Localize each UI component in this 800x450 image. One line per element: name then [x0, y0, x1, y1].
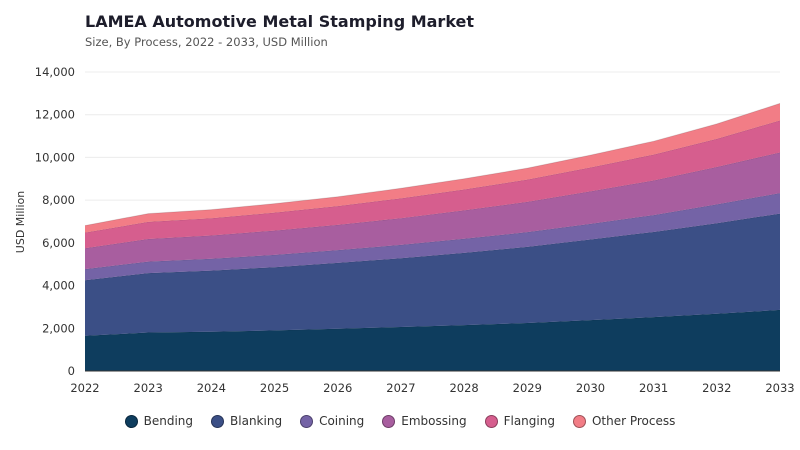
y-tick-label: 4,000 — [42, 279, 75, 293]
legend-swatch — [382, 414, 396, 428]
axes: 0 2,000 4,000 6,000 8,000 10,000 12,000 14,000 2… — [35, 65, 795, 395]
y-tick-label: 0 — [68, 364, 75, 378]
legend-label: Coining — [319, 414, 365, 428]
area-other-process — [85, 103, 780, 233]
x-tick-label: 2025 — [260, 381, 289, 395]
x-tick-label: 2024 — [197, 381, 226, 395]
y-tick-label: 2,000 — [42, 321, 75, 335]
x-tick-label: 2028 — [449, 381, 478, 395]
chart-title: LAMEA Automotive Metal Stamping Market — [85, 12, 475, 31]
legend-item-blanking[interactable]: Blanking — [211, 414, 282, 428]
legend-item-other-process[interactable]: Other Process — [572, 414, 676, 428]
area-bending — [85, 309, 780, 371]
legend-label: Blanking — [230, 414, 283, 428]
x-tick-label: 2023 — [134, 381, 163, 395]
y-tick-label: 14,000 — [35, 65, 75, 79]
chart-subtitle: Size, By Process, 2022 - 2033, USD Milli… — [85, 35, 328, 49]
area-flanging — [85, 120, 780, 249]
legend-label: Bending — [143, 414, 194, 428]
y-tick-label: 8,000 — [42, 193, 75, 207]
legend-label: Flanging — [503, 414, 555, 428]
legend-item-coining[interactable]: Coining — [300, 414, 364, 428]
y-axis-label: USD Million — [14, 191, 27, 253]
x-tick-label: 2032 — [702, 381, 731, 395]
x-tick-label: 2031 — [639, 381, 668, 395]
y-tick-label: 10,000 — [35, 150, 75, 164]
legend-item-bending[interactable]: Bending — [124, 414, 194, 428]
legend-label: Embossing — [401, 414, 467, 428]
area-blanking — [85, 213, 780, 336]
y-tick-label: 12,000 — [35, 108, 75, 122]
legend-item-flanging[interactable]: Flanging — [484, 414, 555, 428]
x-tick-label: 2027 — [386, 381, 415, 395]
legend-swatch — [572, 414, 586, 428]
series-edge-other-process — [84, 102, 781, 227]
legend-label: Other Process — [591, 414, 676, 428]
legend-swatch — [124, 414, 138, 428]
x-tick-label: 2033 — [765, 381, 794, 395]
legend-swatch — [484, 414, 498, 428]
y-tick-label: 6,000 — [42, 236, 75, 250]
x-tick-label: 2022 — [70, 381, 99, 395]
legend-item-embossing[interactable]: Embossing — [382, 414, 467, 428]
area-series — [84, 102, 781, 371]
legend: Bending Blanking Coining Embossing Flanging O… — [0, 414, 800, 428]
legend-swatch — [211, 414, 225, 428]
area-coining — [85, 193, 780, 281]
legend-swatch — [300, 414, 314, 428]
x-tick-label: 2029 — [513, 381, 542, 395]
area-embossing — [85, 152, 780, 270]
x-tick-label: 2030 — [576, 381, 605, 395]
x-tick-label: 2026 — [323, 381, 352, 395]
